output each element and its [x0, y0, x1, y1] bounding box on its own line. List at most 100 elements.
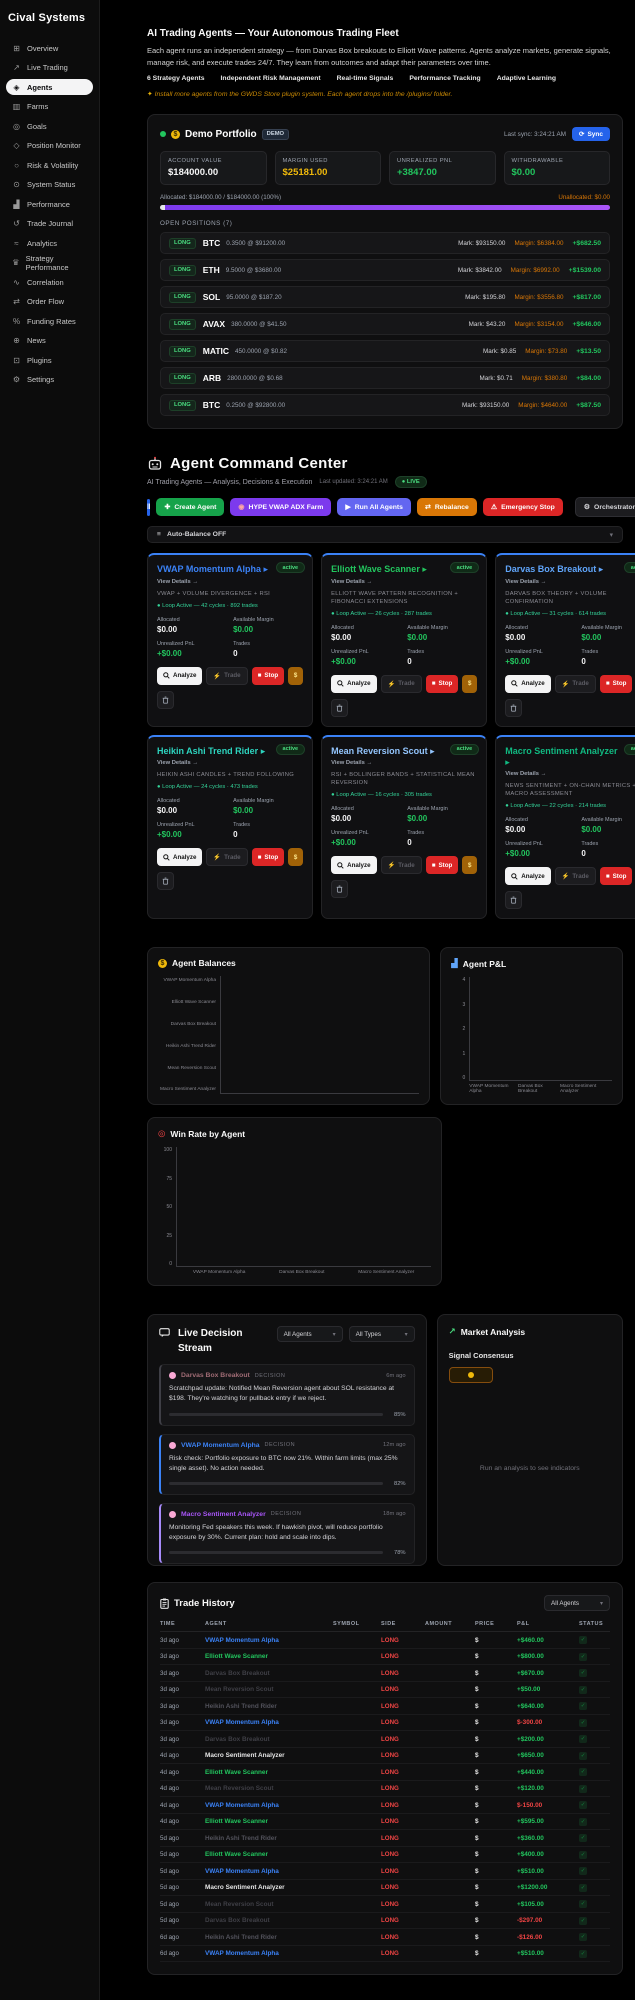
- sidebar-item[interactable]: ◈ Agents: [6, 79, 93, 95]
- table-row[interactable]: 5d ago Elliott Wave Scanner LONG $ +$400…: [160, 1847, 610, 1864]
- trade-agent[interactable]: VWAP Momentum Alpha: [205, 1719, 279, 1727]
- view-details-link[interactable]: View Details →: [157, 578, 199, 585]
- trade-button[interactable]: ⚡ Trade: [206, 848, 248, 867]
- analyze-button[interactable]: Analyze: [505, 867, 551, 886]
- decision-agent-name[interactable]: Darvas Box Breakout: [181, 1372, 250, 1380]
- trade-agent[interactable]: Heikin Ashi Trend Rider: [205, 1933, 277, 1941]
- sidebar-item[interactable]: % Funding Rates: [6, 313, 93, 329]
- agent-name[interactable]: Darvas Box Breakout ▸: [505, 564, 604, 575]
- orchestrator-only-button[interactable]: ⚙Orchestrator Only: [574, 497, 635, 518]
- trade-agent[interactable]: VWAP Momentum Alpha: [205, 1636, 279, 1644]
- table-row[interactable]: 4d ago Macro Sentiment Analyzer LONG $ +…: [160, 1748, 610, 1765]
- agent-name[interactable]: VWAP Momentum Alpha ▸: [157, 564, 269, 575]
- table-row[interactable]: 3d ago Darvas Box Breakout LONG $ +$670.…: [160, 1665, 610, 1682]
- agent-name[interactable]: Elliott Wave Scanner ▸: [331, 564, 427, 575]
- sidebar-item[interactable]: ⚙ Settings: [6, 372, 93, 388]
- table-row[interactable]: 3d ago Elliott Wave Scanner LONG $ +$800…: [160, 1649, 610, 1666]
- decision-agent-name[interactable]: Macro Sentiment Analyzer: [181, 1510, 266, 1518]
- sidebar-item[interactable]: ▥ Farms: [6, 99, 93, 115]
- delete-agent-button[interactable]: [157, 690, 174, 709]
- sidebar-item[interactable]: ⇄ Order Flow: [6, 294, 93, 310]
- table-row[interactable]: 5d ago Heikin Ashi Trend Rider LONG $ +$…: [160, 1830, 610, 1847]
- position-row[interactable]: LONG AVAX 380.0000 @ $41.50 Mark: $43.20…: [160, 313, 610, 336]
- view-details-link[interactable]: View Details →: [331, 759, 373, 766]
- agents-filter-select[interactable]: All Agents: [276, 1326, 343, 1343]
- analyze-button[interactable]: Analyze: [157, 848, 203, 867]
- stop-button[interactable]: ■ Stop: [425, 674, 459, 693]
- position-row[interactable]: LONG MATIC 450.0000 @ $0.82 Mark: $0.85 …: [160, 340, 610, 363]
- delete-agent-button[interactable]: [505, 698, 523, 717]
- stop-button[interactable]: ■ Stop: [599, 674, 633, 693]
- table-row[interactable]: 3d ago Heikin Ashi Trend Rider LONG $ +$…: [160, 1698, 610, 1715]
- trade-button[interactable]: ⚡ Trade: [380, 674, 422, 693]
- sidebar-item[interactable]: ♛ Strategy Performance: [6, 254, 93, 272]
- trade-agent[interactable]: Macro Sentiment Analyzer: [205, 1752, 285, 1760]
- table-row[interactable]: 4d ago Mean Reversion Scout LONG $ +$120…: [160, 1781, 610, 1798]
- stop-button[interactable]: ■ Stop: [251, 666, 285, 685]
- table-row[interactable]: 3d ago VWAP Momentum Alpha LONG $ +$460.…: [160, 1632, 610, 1649]
- auto-balance-toggle[interactable]: ≡ Auto-Balance OFF: [147, 526, 623, 544]
- sidebar-item[interactable]: ▟ Performance: [6, 196, 93, 212]
- trade-agent[interactable]: VWAP Momentum Alpha: [205, 1950, 279, 1958]
- trade-agent[interactable]: Heikin Ashi Trend Rider: [205, 1702, 277, 1710]
- table-row[interactable]: 4d ago VWAP Momentum Alpha LONG $ $-150.…: [160, 1797, 610, 1814]
- sync-button[interactable]: ⟳ Sync: [572, 127, 610, 142]
- funds-button[interactable]: $: [288, 848, 304, 867]
- sidebar-item[interactable]: ↗ Live Trading: [6, 60, 93, 76]
- position-row[interactable]: LONG ETH 9.5000 @ $3680.00 Mark: $3842.0…: [160, 259, 610, 282]
- trade-agent[interactable]: Darvas Box Breakout: [205, 1735, 270, 1743]
- agent-name[interactable]: Mean Reversion Scout ▸: [331, 745, 435, 756]
- table-row[interactable]: 5d ago Darvas Box Breakout LONG $ -$297.…: [160, 1913, 610, 1930]
- position-row[interactable]: LONG SOL 95.0000 @ $187.20 Mark: $195.80…: [160, 286, 610, 309]
- table-row[interactable]: 6d ago VWAP Momentum Alpha LONG $ +$510.…: [160, 1946, 610, 1963]
- history-filter-select[interactable]: All Agents: [544, 1595, 610, 1612]
- delete-agent-button[interactable]: [505, 891, 523, 910]
- pause-all-button[interactable]: ‖: [147, 498, 151, 516]
- table-row[interactable]: 3d ago VWAP Momentum Alpha LONG $ $-300.…: [160, 1715, 610, 1732]
- sidebar-item[interactable]: ⊞ Overview: [6, 40, 93, 56]
- trade-button[interactable]: ⚡ Trade: [554, 674, 596, 693]
- funds-button[interactable]: $: [288, 666, 304, 685]
- trade-agent[interactable]: Mean Reversion Scout: [205, 1785, 274, 1793]
- decision-agent-name[interactable]: VWAP Momentum Alpha: [181, 1441, 260, 1449]
- analyze-button[interactable]: Analyze: [331, 856, 377, 875]
- trade-agent[interactable]: Elliott Wave Scanner: [205, 1653, 268, 1661]
- table-row[interactable]: 3d ago Mean Reversion Scout LONG $ +$50.…: [160, 1682, 610, 1699]
- analyze-button[interactable]: Analyze: [505, 674, 551, 693]
- funds-button[interactable]: $: [462, 674, 478, 693]
- run-all-agents-button[interactable]: ▶ Run All Agents: [337, 498, 411, 517]
- table-row[interactable]: 5d ago Macro Sentiment Analyzer LONG $ +…: [160, 1880, 610, 1897]
- emergency-stop-button[interactable]: ⚠ Emergency Stop: [482, 498, 563, 517]
- trade-button[interactable]: ⚡ Trade: [206, 666, 248, 685]
- agent-name[interactable]: Macro Sentiment Analyzer ▸: [505, 745, 618, 767]
- delete-agent-button[interactable]: [331, 880, 349, 899]
- view-details-link[interactable]: View Details →: [331, 578, 373, 585]
- analyze-button[interactable]: Analyze: [157, 666, 203, 685]
- delete-agent-button[interactable]: [157, 872, 174, 891]
- decision-entry[interactable]: Macro Sentiment Analyzer DECISION 18m ag…: [159, 1502, 415, 1564]
- trade-agent[interactable]: VWAP Momentum Alpha: [205, 1867, 279, 1875]
- position-row[interactable]: LONG ARB 2800.0000 @ $0.68 Mark: $0.71 M…: [160, 367, 610, 390]
- view-details-link[interactable]: View Details →: [505, 578, 547, 585]
- stop-button[interactable]: ■ Stop: [425, 856, 459, 875]
- view-details-link[interactable]: View Details →: [157, 759, 199, 766]
- trade-agent[interactable]: Elliott Wave Scanner: [205, 1818, 268, 1826]
- trade-agent[interactable]: Elliott Wave Scanner: [205, 1768, 268, 1776]
- trade-button[interactable]: ⚡ Trade: [380, 856, 422, 875]
- position-row[interactable]: LONG BTC 0.2500 @ $92800.00 Mark: $93150…: [160, 394, 610, 417]
- sidebar-item[interactable]: ◇ Position Monitor: [6, 138, 93, 154]
- trade-agent[interactable]: Elliott Wave Scanner: [205, 1851, 268, 1859]
- trade-agent[interactable]: Mean Reversion Scout: [205, 1686, 274, 1694]
- sidebar-item[interactable]: ≈ Analytics: [6, 235, 93, 251]
- table-row[interactable]: 5d ago VWAP Momentum Alpha LONG $ +$510.…: [160, 1863, 610, 1880]
- funds-button[interactable]: $: [462, 856, 478, 875]
- trade-agent[interactable]: Macro Sentiment Analyzer: [205, 1884, 285, 1892]
- sidebar-item[interactable]: ∿ Correlation: [6, 274, 93, 290]
- trade-button[interactable]: ⚡ Trade: [554, 867, 596, 886]
- position-row[interactable]: LONG BTC 0.3500 @ $91200.00 Mark: $93150…: [160, 232, 610, 255]
- sidebar-item[interactable]: ⊙ System Status: [6, 177, 93, 193]
- analyze-button[interactable]: Analyze: [331, 674, 377, 693]
- decision-entry[interactable]: VWAP Momentum Alpha DECISION 12m ago Ris…: [159, 1433, 415, 1495]
- trade-agent[interactable]: VWAP Momentum Alpha: [205, 1801, 279, 1809]
- sidebar-item[interactable]: ↺ Trade Journal: [6, 216, 93, 232]
